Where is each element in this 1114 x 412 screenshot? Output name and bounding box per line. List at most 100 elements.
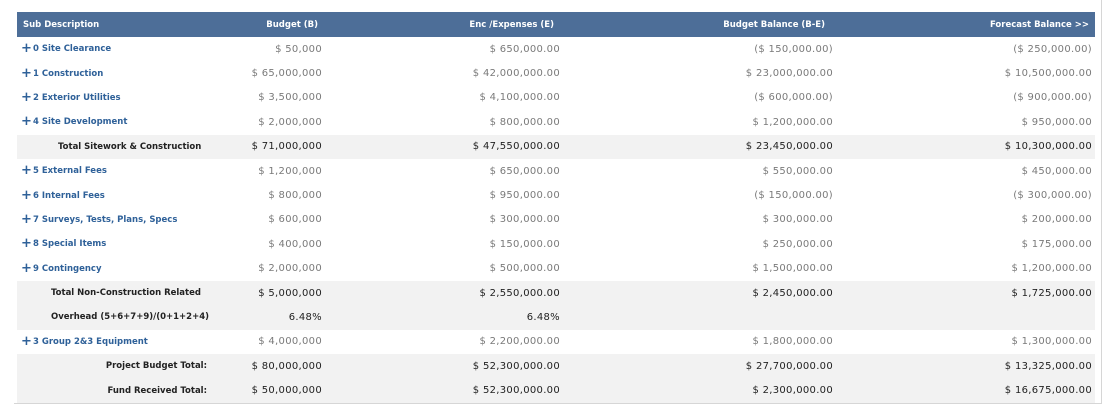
expand-plus-icon[interactable]: + xyxy=(21,211,32,227)
expand-plus-icon[interactable]: + xyxy=(21,89,32,105)
forecast-cell: ($ 900,000.00) xyxy=(1013,92,1092,104)
budget-cell: $ 600,000 xyxy=(268,214,322,226)
row-description[interactable]: +8 Special Items xyxy=(17,232,207,256)
balance-cell: ($ 150,000.00) xyxy=(754,43,833,55)
forecast-cell xyxy=(835,305,1095,329)
budget-cell: $ 2,000,000 xyxy=(258,116,322,128)
budget-cell: $ 71,000,000 xyxy=(251,141,322,153)
row-label[interactable]: 3 Group 2&3 Equipment xyxy=(33,336,148,347)
table-row: +1 Construction $ 65,000,000 $ 42,000,00… xyxy=(17,61,1095,85)
table-row: +6 Internal Fees $ 800,000 $ 950,000.00 … xyxy=(17,183,1095,207)
table-row: +2 Exterior Utilities $ 3,500,000 $ 4,10… xyxy=(17,86,1095,110)
row-description[interactable]: +0 Site Clearance xyxy=(17,37,207,61)
forecast-cell: $ 175,000.00 xyxy=(1021,238,1092,250)
budget-cell: $ 400,000 xyxy=(268,238,322,250)
balance-cell: $ 300,000.00 xyxy=(762,214,833,226)
budget-table: Sub Description Budget (B) Enc /Expenses… xyxy=(17,12,1095,403)
expenses-percent-cell: 6.48% xyxy=(526,311,560,323)
expand-plus-icon[interactable]: + xyxy=(21,333,32,349)
balance-cell: $ 250,000.00 xyxy=(762,238,833,250)
row-description[interactable]: +2 Exterior Utilities xyxy=(17,86,207,110)
balance-cell: $ 23,450,000.00 xyxy=(745,141,833,153)
row-description[interactable]: +7 Surveys, Tests, Plans, Specs xyxy=(17,208,207,232)
forecast-cell: $ 1,300,000.00 xyxy=(1011,336,1092,348)
row-description[interactable]: +5 External Fees xyxy=(17,159,207,183)
row-label[interactable]: 4 Site Development xyxy=(33,117,128,128)
budget-cell: $ 1,200,000 xyxy=(258,165,322,177)
column-header-sub-description[interactable]: Sub Description xyxy=(17,12,207,37)
subtotal-label: Total Non-Construction Related xyxy=(51,288,201,299)
expenses-cell: $ 2,200,000.00 xyxy=(479,336,560,348)
table-frame xyxy=(14,0,1102,404)
table-header-row: Sub Description Budget (B) Enc /Expenses… xyxy=(17,12,1095,37)
overhead-row: Overhead (5+6+7+9)/(0+1+2+4) 6.48% 6.48% xyxy=(17,305,1095,330)
forecast-cell: ($ 300,000.00) xyxy=(1013,190,1092,202)
forecast-cell: $ 200,000.00 xyxy=(1021,214,1092,226)
expenses-cell: $ 650,000.00 xyxy=(489,43,560,55)
expenses-cell: $ 2,550,000.00 xyxy=(479,287,560,299)
project-total-row: Project Budget Total: $ 80,000,000 $ 52,… xyxy=(17,354,1095,379)
expenses-cell: $ 42,000,000.00 xyxy=(472,68,560,80)
expand-plus-icon[interactable]: + xyxy=(21,236,32,252)
forecast-cell: $ 16,675,000.00 xyxy=(1004,385,1092,397)
forecast-cell: $ 450,000.00 xyxy=(1021,165,1092,177)
budget-cell: $ 65,000,000 xyxy=(251,68,322,80)
expand-plus-icon[interactable]: + xyxy=(21,260,32,276)
balance-cell: ($ 150,000.00) xyxy=(754,190,833,202)
subtotal-label: Total Sitework & Construction xyxy=(58,141,202,152)
balance-cell: $ 2,450,000.00 xyxy=(752,287,833,299)
project-total-label: Project Budget Total: xyxy=(105,361,207,372)
budget-cell: $ 5,000,000 xyxy=(258,287,322,299)
row-label[interactable]: 2 Exterior Utilities xyxy=(33,92,121,103)
budget-cell: $ 4,000,000 xyxy=(258,336,322,348)
forecast-cell: ($ 250,000.00) xyxy=(1013,43,1092,55)
subtotal-row: Total Sitework & Construction $ 71,000,0… xyxy=(17,134,1095,159)
table-row: +9 Contingency $ 2,000,000 $ 500,000.00 … xyxy=(17,257,1095,281)
row-label[interactable]: 8 Special Items xyxy=(33,239,107,250)
row-description[interactable]: +1 Construction xyxy=(17,61,207,85)
table-row: +0 Site Clearance $ 50,000 $ 650,000.00 … xyxy=(17,37,1095,61)
row-label[interactable]: 1 Construction xyxy=(33,68,104,79)
row-description[interactable]: +9 Contingency xyxy=(17,257,207,281)
expenses-cell: $ 47,550,000.00 xyxy=(472,141,560,153)
budget-cell: $ 80,000,000 xyxy=(251,360,322,372)
fund-received-row: Fund Received Total: $ 50,000,000 $ 52,3… xyxy=(17,378,1095,403)
overhead-label: Overhead (5+6+7+9)/(0+1+2+4) xyxy=(51,312,210,323)
row-label[interactable]: 7 Surveys, Tests, Plans, Specs xyxy=(33,214,178,225)
expand-plus-icon[interactable]: + xyxy=(21,187,32,203)
row-label[interactable]: 0 Site Clearance xyxy=(33,44,112,55)
row-label[interactable]: 6 Internal Fees xyxy=(33,190,105,201)
row-description[interactable]: +4 Site Development xyxy=(17,110,207,134)
expenses-cell: $ 950,000.00 xyxy=(489,190,560,202)
row-label[interactable]: 5 External Fees xyxy=(33,166,107,177)
row-description[interactable]: +6 Internal Fees xyxy=(17,183,207,207)
expand-plus-icon[interactable]: + xyxy=(21,65,32,81)
column-header-enc-expenses[interactable]: Enc /Expenses (E) xyxy=(324,12,564,37)
row-label[interactable]: 9 Contingency xyxy=(33,263,102,274)
forecast-cell: $ 10,300,000.00 xyxy=(1004,141,1092,153)
balance-cell: ($ 600,000.00) xyxy=(754,92,833,104)
fund-received-label: Fund Received Total: xyxy=(107,385,207,396)
balance-cell: $ 1,800,000.00 xyxy=(752,336,833,348)
forecast-cell: $ 1,725,000.00 xyxy=(1011,287,1092,299)
balance-cell: $ 550,000.00 xyxy=(762,165,833,177)
row-description[interactable]: +3 Group 2&3 Equipment xyxy=(17,330,207,354)
forecast-cell: $ 950,000.00 xyxy=(1021,116,1092,128)
budget-cell: $ 2,000,000 xyxy=(258,263,322,275)
expenses-cell: $ 300,000.00 xyxy=(489,214,560,226)
forecast-cell: $ 1,200,000.00 xyxy=(1011,263,1092,275)
column-header-forecast-balance[interactable]: Forecast Balance >> xyxy=(835,12,1095,37)
expand-plus-icon[interactable]: + xyxy=(21,163,32,179)
expand-plus-icon[interactable]: + xyxy=(21,114,32,130)
balance-cell: $ 27,700,000.00 xyxy=(745,360,833,372)
expenses-cell: $ 150,000.00 xyxy=(489,238,560,250)
expenses-cell: $ 52,300,000.00 xyxy=(472,360,560,372)
expand-plus-icon[interactable]: + xyxy=(21,41,32,57)
budget-cell: $ 50,000 xyxy=(275,43,322,55)
expenses-cell: $ 4,100,000.00 xyxy=(479,92,560,104)
expenses-cell: $ 52,300,000.00 xyxy=(472,385,560,397)
budget-percent-cell: 6.48% xyxy=(288,311,322,323)
expenses-cell: $ 800,000.00 xyxy=(489,116,560,128)
column-header-budget-balance[interactable]: Budget Balance (B-E) xyxy=(564,12,835,37)
column-header-budget[interactable]: Budget (B) xyxy=(207,12,324,37)
